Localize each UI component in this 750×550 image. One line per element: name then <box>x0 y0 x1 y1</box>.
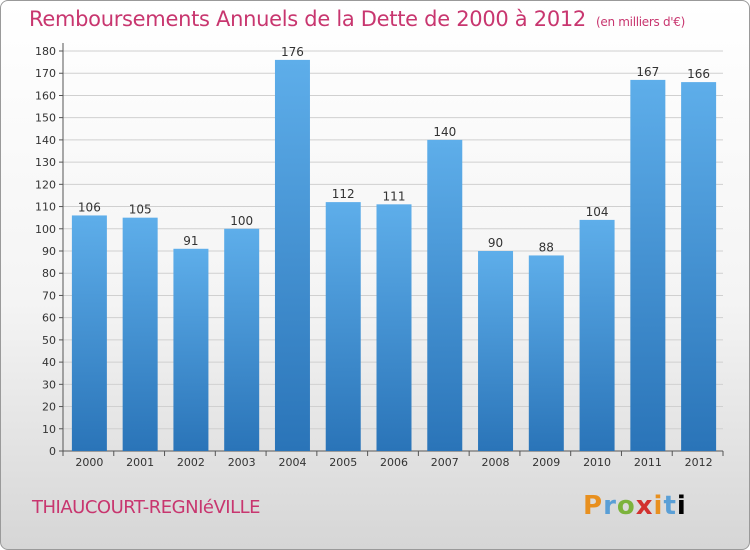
x-tick-label: 2006 <box>380 456 408 469</box>
y-tick-label: 140 <box>35 134 56 147</box>
x-tick-label: 2004 <box>278 456 306 469</box>
value-label: 176 <box>281 45 304 59</box>
y-tick-label: 50 <box>42 334 56 347</box>
y-tick-label: 40 <box>42 356 56 369</box>
value-label: 90 <box>488 236 503 250</box>
x-tick-label: 2009 <box>532 456 560 469</box>
bar-2002 <box>173 248 209 451</box>
x-tick-label: 2003 <box>228 456 256 469</box>
value-label: 111 <box>383 189 406 203</box>
chart-subtitle: (en milliers d'€) <box>596 15 686 29</box>
x-tick-label: 2011 <box>634 456 662 469</box>
y-tick-label: 170 <box>35 67 56 80</box>
y-tick-label: 110 <box>35 201 56 214</box>
x-tick-label: 2012 <box>685 456 713 469</box>
bar-2003 <box>224 228 260 451</box>
logo-letter: o <box>616 491 636 521</box>
logo-letter: t <box>663 491 677 521</box>
bar-2007 <box>427 139 463 451</box>
value-labels: 106 105 91 100 176 112 111 140 90 88 104 167 166 <box>78 45 710 255</box>
y-tick-label: 130 <box>35 156 56 169</box>
y-tick-label: 120 <box>35 178 56 191</box>
y-tick-label: 10 <box>42 423 56 436</box>
x-tick-label: 2007 <box>431 456 459 469</box>
y-tick-label: 100 <box>35 223 56 236</box>
value-label: 88 <box>539 240 554 254</box>
bar-2008 <box>478 251 514 451</box>
y-tick-label: 20 <box>42 401 56 414</box>
bar-2010 <box>579 219 615 451</box>
x-tick-label: 2002 <box>177 456 205 469</box>
y-tick-label: 60 <box>42 312 56 325</box>
logo-letter: r <box>603 491 617 521</box>
logo-letter: P <box>583 491 604 521</box>
bar-2011 <box>630 79 666 451</box>
bar-2000 <box>71 215 107 451</box>
y-tick-label: 180 <box>35 45 56 58</box>
value-label: 104 <box>586 205 609 219</box>
proxiti-logo: Proxiti <box>583 491 687 521</box>
value-label: 91 <box>183 234 198 248</box>
bar-2001 <box>122 217 158 451</box>
y-tick-label: 90 <box>42 245 56 258</box>
bars <box>71 59 717 452</box>
y-tick-label: 80 <box>42 267 56 280</box>
x-tick-label: 2008 <box>482 456 510 469</box>
bar-2006 <box>376 204 412 451</box>
y-tick-label: 30 <box>42 378 56 391</box>
y-tick-label: 0 <box>49 445 56 458</box>
bar-2012 <box>681 82 717 451</box>
x-tick-label: 2010 <box>583 456 611 469</box>
value-label: 140 <box>433 125 456 139</box>
bar-2009 <box>528 255 564 451</box>
logo-letter: i <box>676 491 687 521</box>
value-label: 106 <box>78 200 101 214</box>
x-tick-label: 2000 <box>75 456 103 469</box>
logo-letter: i <box>653 491 664 521</box>
value-label: 112 <box>332 187 355 201</box>
x-tick-label: 2005 <box>329 456 357 469</box>
value-label: 167 <box>636 65 659 79</box>
y-tick-label: 160 <box>35 89 56 102</box>
x-tick-label: 2001 <box>126 456 154 469</box>
y-tick-label: 150 <box>35 112 56 125</box>
value-label: 166 <box>687 67 710 81</box>
y-tick-label: 70 <box>42 289 56 302</box>
logo-letter: x <box>635 491 654 521</box>
chart-title-text: Remboursements Annuels de la Dette de 20… <box>29 7 586 31</box>
bar-2005 <box>325 202 361 451</box>
value-label: 100 <box>230 214 253 228</box>
value-label: 105 <box>129 203 152 217</box>
chart-title: Remboursements Annuels de la Dette de 20… <box>29 7 685 31</box>
bar-2004 <box>274 59 310 452</box>
commune-name: THIAUCOURT-REGNIéVILLE <box>32 497 261 518</box>
